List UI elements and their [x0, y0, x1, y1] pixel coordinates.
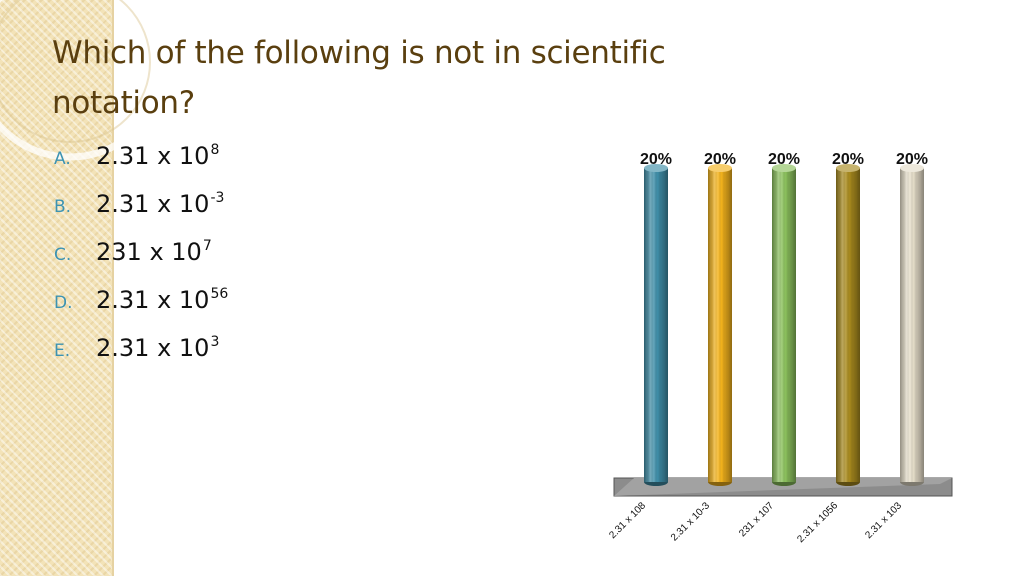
category-tick-label: 2.31 x 108	[607, 500, 648, 541]
option-b: B. 2.31 x 10 -3	[54, 190, 228, 238]
option-exponent: 3	[210, 334, 220, 350]
bar-top	[772, 164, 796, 172]
category-tick-label: 2.31 x 103	[863, 500, 904, 541]
bar-5	[900, 168, 924, 482]
data-label: 20%	[640, 151, 672, 168]
bar-top	[836, 164, 860, 172]
bar-top	[644, 164, 668, 172]
option-letter: D.	[54, 293, 73, 313]
option-text: 2.31 x 10	[96, 142, 210, 170]
option-c: C. 231 x 10 7	[54, 238, 228, 286]
decorative-side-band	[0, 0, 114, 576]
category-tick-label: 231 x 107	[737, 500, 776, 539]
option-letter: B.	[54, 197, 72, 217]
bar-top	[708, 164, 732, 172]
category-tick-label: 2.31 x 10-3	[669, 500, 712, 543]
option-text: 2.31 x 10	[96, 190, 210, 218]
data-label: 20%	[768, 151, 800, 168]
decorative-rings	[0, 0, 169, 161]
bar-1	[644, 168, 668, 482]
category-tick-label: 2.31 x 1056	[795, 500, 840, 545]
option-d: D. 2.31 x 10 56	[54, 286, 228, 334]
option-letter: A.	[54, 149, 71, 169]
bar-4	[836, 168, 860, 482]
option-exponent: 7	[202, 238, 212, 254]
slide-title: Which of the following is not in scienti…	[52, 35, 666, 121]
chart-floor-top	[614, 478, 952, 496]
data-label: 20%	[896, 151, 928, 168]
option-letter: C.	[54, 245, 72, 265]
option-exponent: 56	[210, 286, 229, 302]
option-exponent: -3	[210, 190, 225, 206]
option-e: E. 2.31 x 10 3	[54, 334, 228, 382]
bar-2	[708, 168, 732, 482]
option-a: A. 2.31 x 10 8	[54, 142, 228, 190]
data-label: 20%	[704, 151, 736, 168]
option-text: 231 x 10	[96, 238, 202, 266]
option-letter: E.	[54, 341, 71, 361]
answer-options: A. 2.31 x 10 8 B. 2.31 x 10 -3 C. 231 x …	[54, 142, 228, 382]
bar-3	[772, 168, 796, 482]
option-text: 2.31 x 10	[96, 286, 210, 314]
data-label: 20%	[832, 151, 864, 168]
bar-top	[900, 164, 924, 172]
option-exponent: 8	[210, 142, 220, 158]
response-bar-chart: 20% 2.31 x 108 20% 2.31 x 10-3 20% 231 x 107 2…	[607, 151, 953, 545]
option-text: 2.31 x 10	[96, 334, 210, 362]
